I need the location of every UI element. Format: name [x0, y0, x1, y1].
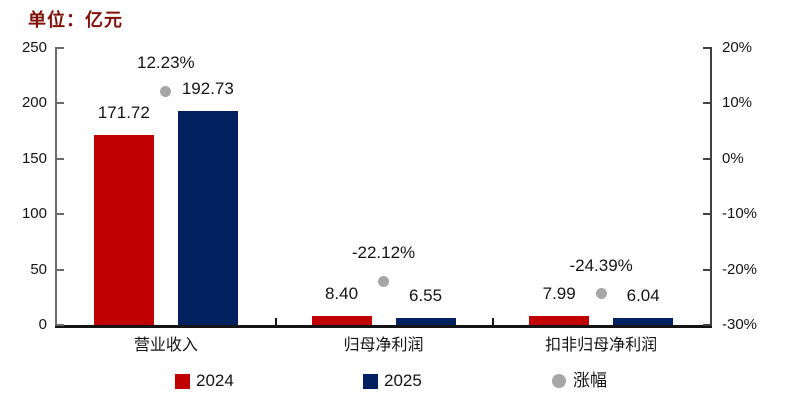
growth-label: 12.23% — [136, 53, 195, 73]
bar-2025-1 — [395, 317, 456, 325]
category-label: 归母净利润 — [343, 337, 424, 354]
growth-label: -22.12% — [351, 243, 416, 263]
right-axis-tick-label: -10% — [722, 205, 758, 223]
growth-dot — [378, 275, 389, 287]
right-axis-tick — [703, 47, 712, 49]
bar-value-label: 8.40 — [324, 283, 359, 303]
legend-label-2: 涨幅 — [573, 371, 607, 390]
right-axis-tick-label: 10% — [722, 94, 753, 112]
category-label: 扣非归母净利润 — [545, 337, 658, 354]
growth-dot — [160, 85, 172, 97]
left-axis-tick — [55, 324, 64, 326]
left-axis-tick-label: 50 — [30, 260, 47, 278]
right-axis-tick — [703, 157, 712, 160]
bar-2024-0 — [93, 134, 154, 325]
growth-dot — [595, 288, 607, 300]
left-axis-tick-label: 200 — [21, 94, 47, 112]
bar-2025-0 — [177, 111, 238, 325]
right-axis-tick — [703, 268, 712, 271]
legend-growth-dot-icon — [552, 374, 566, 388]
left-axis-line — [55, 48, 57, 325]
left-axis-tick — [55, 157, 64, 160]
left-axis-tick — [55, 268, 64, 271]
legend-label-0: 2024 — [196, 371, 234, 390]
left-axis-tick-label: 150 — [21, 149, 47, 167]
legend-swatch-2024-icon — [175, 374, 190, 389]
left-axis-tick — [55, 213, 64, 216]
legend-swatch-2025-icon — [363, 374, 378, 389]
right-axis-tick — [703, 324, 712, 326]
bottom-axis-line — [55, 325, 712, 328]
legend-label-1: 2025 — [384, 371, 422, 390]
bar-value-label: 171.72 — [97, 102, 150, 122]
bar-value-label: 6.04 — [626, 286, 660, 306]
right-axis-tick-label: 20% — [722, 39, 753, 56]
right-axis-tick — [703, 102, 712, 105]
left-axis-tick — [55, 47, 64, 49]
bar-2025-2 — [613, 318, 674, 325]
right-axis-tick-label: 0% — [722, 149, 744, 167]
chart-unit-title: 单位：亿元 — [28, 10, 123, 30]
growth-label: -24.39% — [569, 255, 633, 275]
category-separator-tick — [492, 318, 495, 325]
right-axis-tick-label: -20% — [722, 260, 758, 278]
right-axis-tick — [703, 213, 712, 216]
right-axis-tick-label: -30% — [722, 316, 758, 333]
left-axis-tick-label: 0 — [38, 316, 47, 333]
bar-value-label: 7.99 — [542, 284, 576, 304]
right-axis-line — [710, 48, 712, 325]
bar-2024-1 — [311, 315, 372, 325]
category-label: 营业收入 — [133, 337, 198, 354]
left-axis-tick — [55, 102, 64, 105]
bar-value-label: 192.73 — [181, 79, 234, 99]
bar-value-label: 6.55 — [408, 285, 443, 305]
left-axis-tick-label: 100 — [21, 205, 47, 223]
left-axis-tick-label: 250 — [21, 39, 47, 56]
bar-2024-2 — [529, 316, 590, 325]
category-separator-tick — [274, 318, 277, 325]
